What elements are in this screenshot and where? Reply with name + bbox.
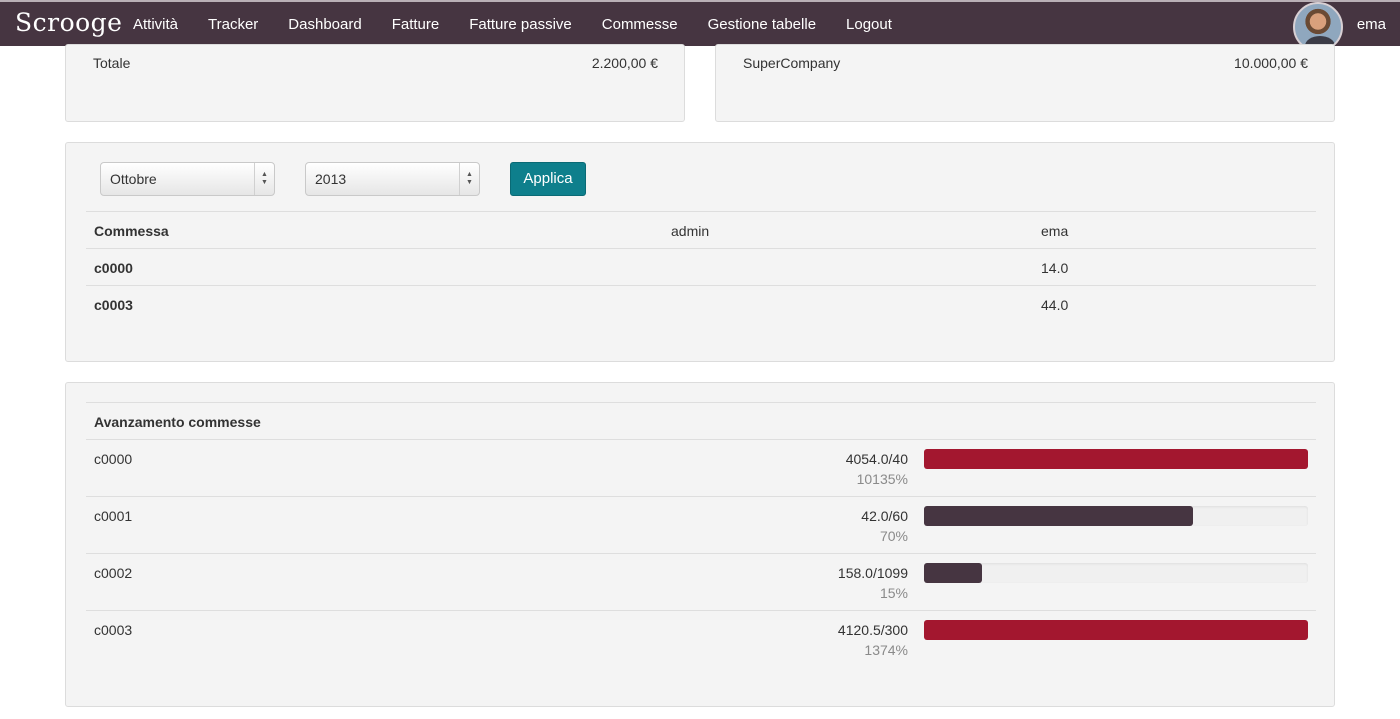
select-arrows-icon: ▲ ▼ bbox=[254, 163, 274, 195]
top-navbar: Scrooge Attività Tracker Dashboard Fattu… bbox=[0, 0, 1400, 52]
nav-link-fatture-passive[interactable]: Fatture passive bbox=[469, 15, 572, 33]
progress-bar-track bbox=[924, 620, 1308, 640]
commessa-cell: c0000 bbox=[94, 260, 133, 276]
progress-commessa-name: c0001 bbox=[94, 508, 133, 524]
progress-percent: 70% bbox=[879, 528, 908, 544]
progress-bar-fill bbox=[924, 449, 1308, 469]
summary-value: 2.200,00 € bbox=[591, 55, 658, 71]
progress-row: c0003 4120.5/300 1374% bbox=[86, 610, 1316, 667]
summary-panel-right: SuperCompany 10.000,00 € bbox=[715, 44, 1335, 122]
summary-panel-left: Totale 2.200,00 € bbox=[65, 44, 685, 122]
progress-bar-fill bbox=[924, 563, 982, 583]
progress-bar-track bbox=[924, 449, 1308, 469]
progress-bar-fill bbox=[924, 620, 1308, 640]
apply-button[interactable]: Applica bbox=[510, 162, 586, 196]
progress-table: Avanzamento commesse c0000 4054.0/40 101… bbox=[86, 402, 1316, 667]
progress-commessa-name: c0000 bbox=[94, 451, 133, 467]
progress-ratio: 158.0/1099 bbox=[837, 565, 908, 581]
column-header-ema: ema bbox=[1041, 223, 1069, 239]
progress-ratio: 42.0/60 bbox=[861, 508, 908, 524]
progress-ratio: 4054.0/40 bbox=[845, 451, 908, 467]
brand-logo[interactable]: Scrooge bbox=[15, 8, 123, 37]
select-arrows-icon: ▲ ▼ bbox=[459, 163, 479, 195]
nav-menu: Attività Tracker Dashboard Fatture Fattu… bbox=[133, 2, 922, 46]
summary-label: SuperCompany bbox=[743, 55, 841, 71]
nav-link-dashboard[interactable]: Dashboard bbox=[288, 15, 362, 33]
nav-link-gestione-tabelle[interactable]: Gestione tabelle bbox=[707, 15, 817, 33]
table-header-row: Commessa admin ema bbox=[86, 211, 1316, 248]
month-select[interactable]: Ottobre ▲ ▼ bbox=[100, 162, 275, 196]
nav-link-attivita[interactable]: Attività bbox=[133, 15, 179, 33]
progress-row: c0001 42.0/60 70% bbox=[86, 496, 1316, 553]
hours-panel: Ottobre ▲ ▼ 2013 ▲ ▼ Applica Commessa admi… bbox=[65, 142, 1335, 362]
summary-row: Totale 2.200,00 € bbox=[93, 55, 658, 71]
nav-link-fatture[interactable]: Fatture bbox=[391, 15, 440, 33]
nav-link-tracker[interactable]: Tracker bbox=[208, 15, 259, 33]
summary-label: Totale bbox=[93, 55, 131, 71]
table-row: c0000 14.0 bbox=[86, 248, 1316, 285]
ema-cell: 44.0 bbox=[1041, 297, 1069, 313]
month-select-value: Ottobre bbox=[110, 171, 157, 187]
progress-commessa-name: c0002 bbox=[94, 565, 133, 581]
progress-percent: 15% bbox=[879, 585, 908, 601]
year-select[interactable]: 2013 ▲ ▼ bbox=[305, 162, 480, 196]
hours-table: Commessa admin ema c0000 14.0 c0003 44.0 bbox=[86, 211, 1316, 322]
progress-header-row: Avanzamento commesse bbox=[86, 402, 1316, 439]
summary-row: SuperCompany 10.000,00 € bbox=[743, 55, 1308, 71]
username[interactable]: ema bbox=[1356, 15, 1386, 33]
nav-link-commesse[interactable]: Commesse bbox=[601, 15, 678, 33]
user-menu[interactable]: ema bbox=[1292, 2, 1386, 52]
progress-row: c0002 158.0/1099 15% bbox=[86, 553, 1316, 610]
table-row: c0003 44.0 bbox=[86, 285, 1316, 322]
progress-row: c0000 4054.0/40 10135% bbox=[86, 439, 1316, 496]
summary-value: 10.000,00 € bbox=[1234, 55, 1308, 71]
progress-bar-fill bbox=[924, 506, 1193, 526]
progress-panel: Avanzamento commesse c0000 4054.0/40 101… bbox=[65, 382, 1335, 707]
ema-cell: 14.0 bbox=[1041, 260, 1069, 276]
column-header-commessa: Commessa bbox=[94, 223, 169, 239]
nav-link-logout[interactable]: Logout bbox=[846, 15, 892, 33]
commessa-cell: c0003 bbox=[94, 297, 133, 313]
progress-ratio: 4120.5/300 bbox=[837, 622, 908, 638]
progress-title: Avanzamento commesse bbox=[94, 414, 261, 430]
progress-percent: 10135% bbox=[856, 471, 908, 487]
progress-percent: 1374% bbox=[864, 642, 908, 658]
progress-bar-track bbox=[924, 563, 1308, 583]
progress-bar-track bbox=[924, 506, 1308, 526]
column-header-admin: admin bbox=[671, 223, 710, 239]
year-select-value: 2013 bbox=[315, 171, 347, 187]
progress-commessa-name: c0003 bbox=[94, 622, 133, 638]
